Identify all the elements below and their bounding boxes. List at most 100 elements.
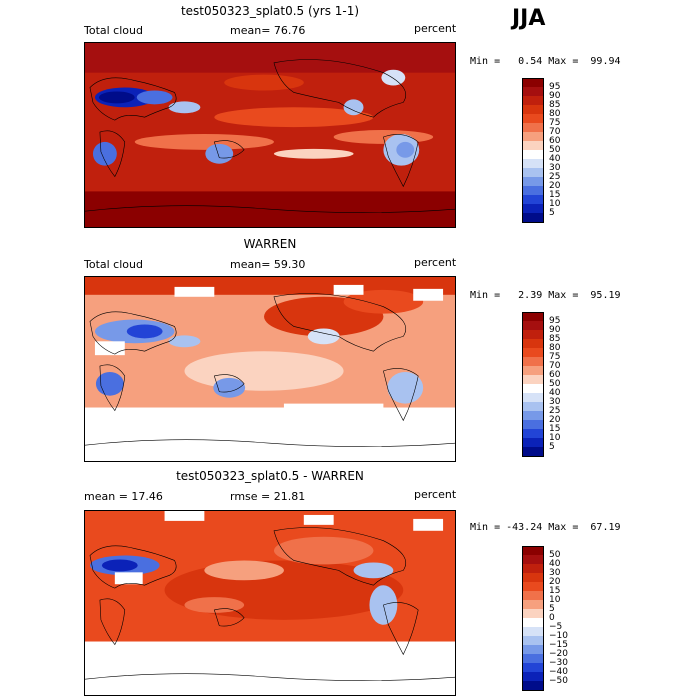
colorbar-tick-label: 80 — [549, 343, 561, 353]
colorbar-tick-label: 15 — [549, 190, 561, 200]
colorbar-swatch — [522, 186, 544, 196]
units-label: percent — [414, 256, 457, 269]
colorbar-tick-label: −30 — [549, 658, 568, 668]
colorbar-tick-label: 70 — [549, 361, 561, 371]
colorbar-tick-label: 25 — [549, 172, 561, 182]
colorbar-tick-label: 30 — [549, 397, 561, 407]
colorbar-tick-label: −40 — [549, 667, 568, 677]
colorbar-tick-label: 40 — [549, 388, 561, 398]
colorbar-tick-label: 80 — [549, 109, 561, 119]
colorbar-swatch — [522, 600, 544, 610]
colorbar-tick-label: 50 — [549, 379, 561, 389]
colorbar-swatch — [522, 78, 544, 88]
colorbar-tick-label: 5 — [549, 604, 555, 614]
colorbar-tick-label: 95 — [549, 316, 561, 326]
colorbar-tick-label: 15 — [549, 586, 561, 596]
colorbar-swatch — [522, 636, 544, 646]
map-difference — [84, 510, 456, 696]
minmax-readout: Min = 0.54 Max = 99.94 — [470, 56, 621, 67]
colorbar-swatch — [522, 105, 544, 115]
colorbar-tick-label: 5 — [549, 208, 555, 218]
colorbar-tick-label: 10 — [549, 595, 561, 605]
colorbar-swatch — [522, 672, 544, 682]
colorbar-tick-label: 10 — [549, 433, 561, 443]
colorbar-swatch — [522, 159, 544, 169]
colorbar-swatch — [522, 366, 544, 376]
colorbar-tick-label: 85 — [549, 100, 561, 110]
colorbar-tick-label: −10 — [549, 631, 568, 641]
colorbar-tick-label: −50 — [549, 676, 568, 686]
colorbar-tick-label: 40 — [549, 559, 561, 569]
colorbar-swatch — [522, 141, 544, 151]
colorbar-tick-label: 50 — [549, 145, 561, 155]
colorbar-swatch — [522, 438, 544, 448]
colorbar-swatch — [522, 546, 544, 556]
colorbar-swatch — [522, 321, 544, 331]
colorbar-tick-label: 90 — [549, 91, 561, 101]
colorbar-swatch — [522, 132, 544, 142]
variable-label: Total cloud — [84, 258, 143, 271]
colorbar-tick-label: 70 — [549, 127, 561, 137]
panel-title: test050323_splat0.5 - WARREN — [176, 469, 364, 483]
colorbar-tick-label: 30 — [549, 568, 561, 578]
colorbar-swatch — [522, 447, 544, 457]
colorbar-tick-label: 95 — [549, 82, 561, 92]
colorbar-tick-label: 25 — [549, 406, 561, 416]
colorbar-tick-label: 60 — [549, 370, 561, 380]
colorbar-swatch — [522, 645, 544, 655]
colorbar-swatch — [522, 429, 544, 439]
colorbar-tick-label: 20 — [549, 415, 561, 425]
colorbar-swatch — [522, 681, 544, 691]
units-label: percent — [414, 22, 457, 35]
colorbar-swatch — [522, 618, 544, 628]
colorbar-tick-label: 10 — [549, 199, 561, 209]
colorbar-swatch — [522, 375, 544, 385]
colorbar-swatch — [522, 402, 544, 412]
colorbar-swatch — [522, 204, 544, 214]
minmax-readout: Min = 2.39 Max = 95.19 — [470, 290, 621, 301]
map-warren-total-cloud — [84, 276, 456, 462]
colorbar-tick-label: 60 — [549, 136, 561, 146]
colorbar-swatch — [522, 411, 544, 421]
colorbar-swatch — [522, 168, 544, 178]
colorbar-swatch — [522, 663, 544, 673]
colorbar-tick-label: 5 — [549, 442, 555, 452]
colorbar-tick-label: 50 — [549, 550, 561, 560]
colorbar-swatch — [522, 87, 544, 97]
colorbar-swatch — [522, 420, 544, 430]
colorbar-swatch — [522, 312, 544, 322]
colorbar-swatch — [522, 393, 544, 403]
colorbar-tick-label: 15 — [549, 424, 561, 434]
minmax-readout: Min = -43.24 Max = 67.19 — [470, 522, 621, 533]
mean-label: mean = 17.46 — [84, 490, 163, 503]
colorbar-swatch — [522, 627, 544, 637]
colorbar-swatch — [522, 573, 544, 583]
colorbar-swatch — [522, 654, 544, 664]
mean-label: mean= 76.76 — [230, 24, 306, 37]
colorbar-swatch — [522, 123, 544, 133]
colorbar-swatch — [522, 348, 544, 358]
variable-label: Total cloud — [84, 24, 143, 37]
colorbar-swatch — [522, 195, 544, 205]
units-label: percent — [414, 488, 457, 501]
colorbar-tick-label: 40 — [549, 154, 561, 164]
colorbar-swatch — [522, 150, 544, 160]
panel-title: WARREN — [243, 237, 297, 251]
colorbar-swatch — [522, 564, 544, 574]
colorbar-tick-label: 75 — [549, 118, 561, 128]
colorbar-tick-label: −5 — [549, 622, 563, 632]
colorbar-swatch — [522, 339, 544, 349]
rmse-label: rmse = 21.81 — [230, 490, 306, 503]
map-model-total-cloud — [84, 42, 456, 228]
colorbar-tick-label: 75 — [549, 352, 561, 362]
colorbar-swatch — [522, 177, 544, 187]
colorbar-swatch — [522, 213, 544, 223]
colorbar-swatch — [522, 591, 544, 601]
panel-title: test050323_splat0.5 (yrs 1-1) — [180, 4, 360, 18]
colorbar-swatch — [522, 582, 544, 592]
mean-label: mean= 59.30 — [230, 258, 306, 271]
colorbar-swatch — [522, 609, 544, 619]
colorbar-tick-label: −15 — [549, 640, 568, 650]
colorbar-tick-label: 0 — [549, 613, 555, 623]
colorbar-tick-label: 85 — [549, 334, 561, 344]
